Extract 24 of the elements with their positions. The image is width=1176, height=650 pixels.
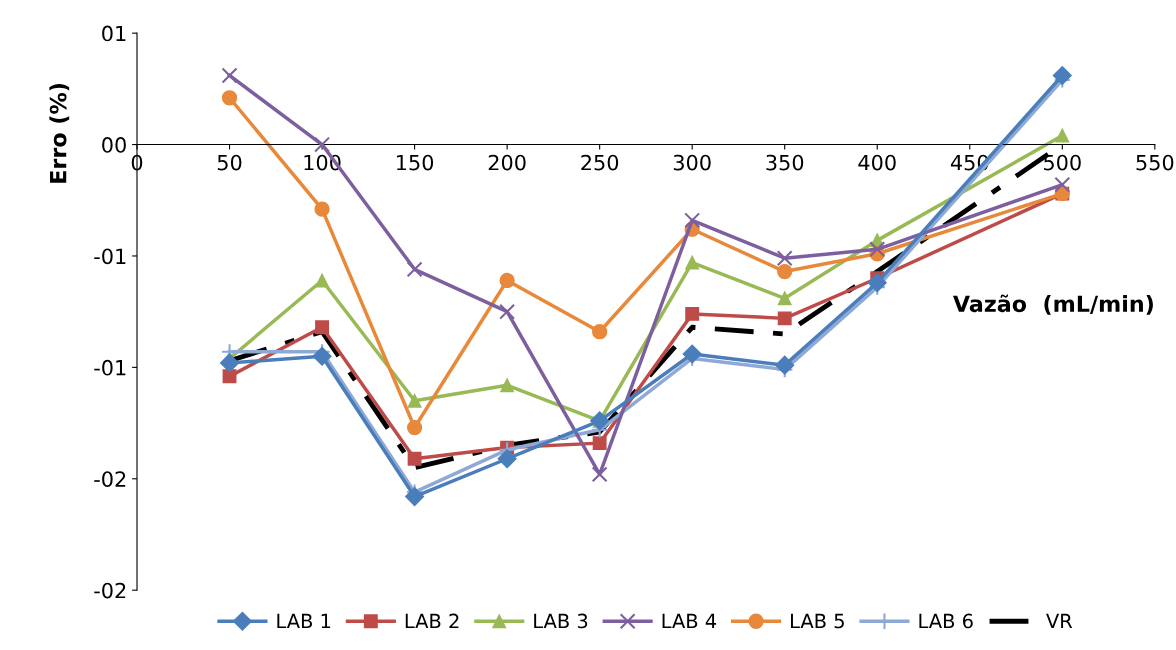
legend-label: LAB 2 [405,613,459,629]
y-tick-label: -01 [94,248,126,265]
y-axis-title: Erro (%) [49,83,70,183]
legend-label: LAB 1 [277,613,331,629]
legend-label: VR [1046,613,1073,629]
y-tick-label: 01 [102,25,126,42]
legend-label: LAB 6 [919,613,973,629]
legend-label: LAB 5 [791,613,844,629]
x-tick-label: 150 [397,154,434,171]
x-axis-title: Vazão (mL/min) [952,294,1153,315]
legend-label: LAB 4 [662,613,717,629]
x-tick-label: 350 [766,154,804,171]
y-tick-label: -01 [94,359,126,376]
y-tick-label: -02 [94,471,126,487]
legend-label: LAB 3 [534,613,588,629]
x-tick-label: 500 [1044,154,1081,171]
x-tick-label: 400 [858,154,896,171]
x-tick-label: 200 [488,154,526,171]
y-tick-label: 00 [102,137,126,153]
x-tick-label: 250 [581,154,619,171]
x-tick-label: 550 [1136,154,1174,171]
y-tick-label: -02 [94,582,126,599]
x-tick-label: 300 [673,154,711,171]
x-tick-label: 50 [217,154,242,171]
